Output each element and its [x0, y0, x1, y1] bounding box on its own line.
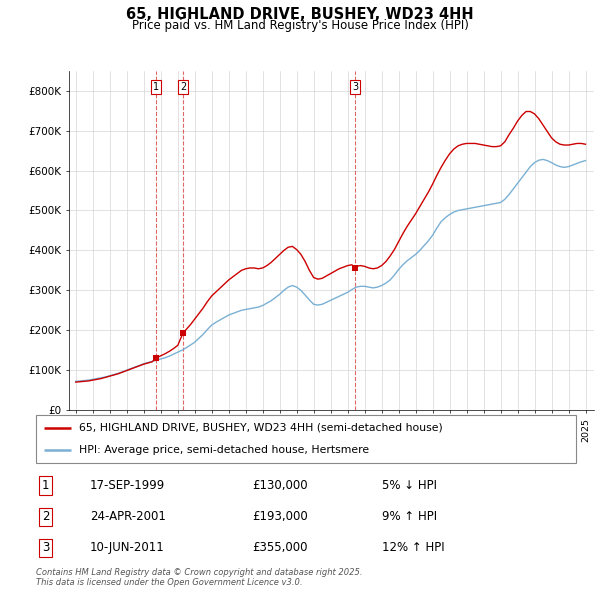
Text: 1: 1 [42, 479, 49, 492]
Text: 3: 3 [352, 82, 358, 92]
Text: Price paid vs. HM Land Registry's House Price Index (HPI): Price paid vs. HM Land Registry's House … [131, 19, 469, 32]
Text: Contains HM Land Registry data © Crown copyright and database right 2025.
This d: Contains HM Land Registry data © Crown c… [36, 568, 362, 587]
Text: 2: 2 [42, 510, 49, 523]
Text: 3: 3 [42, 542, 49, 555]
Text: 1: 1 [153, 82, 159, 92]
Text: HPI: Average price, semi-detached house, Hertsmere: HPI: Average price, semi-detached house,… [79, 445, 370, 455]
Text: £130,000: £130,000 [252, 479, 308, 492]
Text: 10-JUN-2011: 10-JUN-2011 [90, 542, 165, 555]
Text: 24-APR-2001: 24-APR-2001 [90, 510, 166, 523]
Text: 65, HIGHLAND DRIVE, BUSHEY, WD23 4HH (semi-detached house): 65, HIGHLAND DRIVE, BUSHEY, WD23 4HH (se… [79, 423, 443, 433]
Text: £193,000: £193,000 [252, 510, 308, 523]
Text: 5% ↓ HPI: 5% ↓ HPI [382, 479, 437, 492]
Text: 2: 2 [180, 82, 186, 92]
Text: 17-SEP-1999: 17-SEP-1999 [90, 479, 165, 492]
Text: 12% ↑ HPI: 12% ↑ HPI [382, 542, 444, 555]
Text: £355,000: £355,000 [252, 542, 308, 555]
Text: 9% ↑ HPI: 9% ↑ HPI [382, 510, 437, 523]
Text: 65, HIGHLAND DRIVE, BUSHEY, WD23 4HH: 65, HIGHLAND DRIVE, BUSHEY, WD23 4HH [126, 7, 474, 22]
